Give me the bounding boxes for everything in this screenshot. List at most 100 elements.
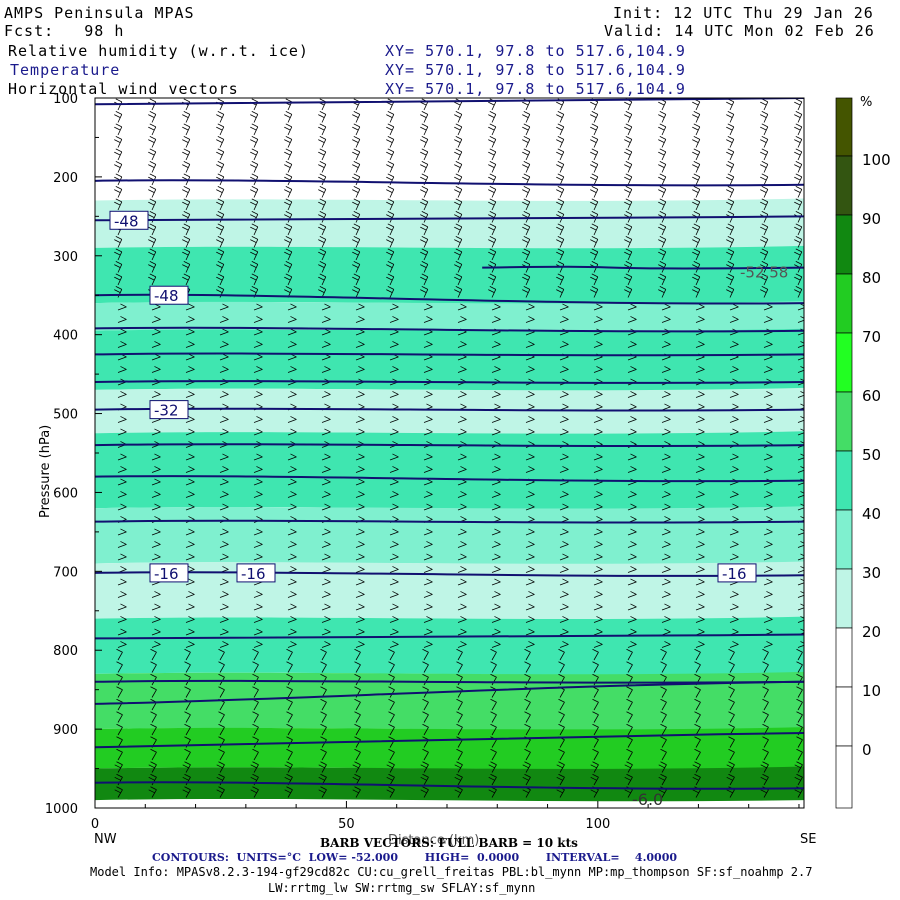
wind-barb-426 <box>355 528 365 536</box>
wind-barb-115 <box>182 135 191 148</box>
wind-barb-815 <box>593 491 603 498</box>
wind-barb-959 <box>692 185 701 198</box>
wind-barb-1090 <box>763 428 773 436</box>
wind-barb-950 <box>658 773 667 786</box>
wind-barb-488 <box>389 603 399 611</box>
wind-barb-669 <box>488 761 497 773</box>
wind-barb-372 <box>321 553 331 561</box>
wind-barb-1037 <box>729 466 739 473</box>
colorbar-unit: % <box>860 95 872 110</box>
wind-barb-673 <box>522 110 531 123</box>
wind-barb-420 <box>355 453 365 461</box>
wind-barb-7 <box>114 185 123 198</box>
wind-barb-571 <box>454 235 463 248</box>
wind-barb-1113 <box>762 711 769 723</box>
wind-barb-370 <box>321 528 331 536</box>
wind-barb-1079 <box>760 285 769 298</box>
wind-barb-223 <box>216 786 225 798</box>
wind-barb-674 <box>522 123 531 136</box>
wind-barb-953 <box>692 110 701 123</box>
wind-barb-120 <box>182 198 191 211</box>
wind-barb-579 <box>457 341 467 348</box>
colorbar-seg-10 <box>835 686 853 747</box>
wind-barb-86 <box>151 478 161 486</box>
wind-barb-321 <box>287 616 297 623</box>
wind-barb-1099 <box>763 541 773 548</box>
wind-barb-716 <box>524 648 531 661</box>
wind-barb-490 <box>389 628 399 636</box>
wind-barb-709 <box>525 566 535 573</box>
temp-contour-3 <box>482 265 804 270</box>
wind-barb-500 <box>388 748 395 761</box>
wind-barb-708 <box>525 553 535 561</box>
wind-barb-181 <box>216 260 225 273</box>
wind-barb-847 <box>624 185 633 198</box>
wind-barb-399 <box>352 185 361 198</box>
wind-barb-514 <box>420 223 429 236</box>
wind-barb-185 <box>219 316 229 323</box>
wind-barb-654 <box>491 578 501 586</box>
wind-barb-585 <box>457 416 467 423</box>
temp-contour-7 <box>95 380 804 384</box>
wind-barb-137 <box>185 416 195 423</box>
colorbar-seg-11 <box>835 745 853 809</box>
wind-barb-1016 <box>726 198 735 211</box>
wind-barb-507 <box>420 135 429 148</box>
wind-barb-178 <box>216 223 225 236</box>
wind-barb-92 <box>151 553 161 561</box>
wind-barb-824 <box>593 603 603 611</box>
wind-barb-1110 <box>762 673 769 686</box>
wind-barb-1167 <box>796 686 803 698</box>
wind-barb-1070 <box>760 173 769 186</box>
wind-barb-635 <box>491 341 501 348</box>
wind-barb-501 <box>386 761 395 773</box>
wind-barb-456 <box>386 198 395 211</box>
wind-barb-1043 <box>729 541 739 548</box>
wind-barb-921 <box>661 416 671 423</box>
wind-barb-386 <box>320 723 327 736</box>
wind-barb-935 <box>661 591 671 598</box>
wind-barb-1055 <box>728 686 735 698</box>
wind-barb-441 <box>354 711 361 723</box>
wind-barb-542 <box>423 578 433 586</box>
wind-barb-213 <box>218 661 225 673</box>
wind-barb-84 <box>151 453 161 461</box>
wind-barb-13 <box>114 260 123 273</box>
wind-barb-570 <box>454 223 463 236</box>
wind-barb-141 <box>185 466 195 473</box>
wind-barb-97 <box>151 616 161 623</box>
wind-barb-595 <box>457 541 467 548</box>
wind-barb-478 <box>389 478 399 486</box>
y-tick-label-500: 500 <box>53 408 78 423</box>
wind-barb-180 <box>216 248 225 261</box>
wind-barb-1108 <box>762 648 769 661</box>
wind-barb-198 <box>219 478 229 486</box>
wind-barb-140 <box>185 453 195 461</box>
rh-layer-11 <box>95 727 804 770</box>
wind-barb-290 <box>284 223 293 236</box>
wind-barb-55 <box>114 786 123 798</box>
wind-barb-960 <box>692 198 701 211</box>
wind-barb-749 <box>559 366 569 373</box>
wind-barb-1023 <box>726 285 735 298</box>
wind-barb-679 <box>522 185 531 198</box>
wind-barb-1015 <box>726 185 735 198</box>
wind-barb-454 <box>386 173 395 186</box>
xy-rh: XY= 570.1, 97.8 to 517.6,104.9 <box>385 42 686 60</box>
wind-barb-429 <box>355 566 365 573</box>
wind-barb-651 <box>491 541 501 548</box>
wind-barb-480 <box>389 503 399 511</box>
wind-barb-157 <box>184 661 191 673</box>
wind-barb-283 <box>284 135 293 148</box>
wind-barb-1067 <box>760 135 769 148</box>
wind-barb-428 <box>355 553 365 561</box>
wind-barb-777 <box>558 711 565 723</box>
wind-barb-485 <box>389 566 399 573</box>
wind-barb-411 <box>355 341 365 348</box>
wind-barb-700 <box>525 453 535 461</box>
wind-barb-503 <box>386 786 395 798</box>
wind-barb-371 <box>321 541 331 548</box>
contour-label-4-0: -48 <box>154 287 179 305</box>
wind-barb-34 <box>117 528 127 536</box>
wind-barb-912 <box>661 303 671 311</box>
